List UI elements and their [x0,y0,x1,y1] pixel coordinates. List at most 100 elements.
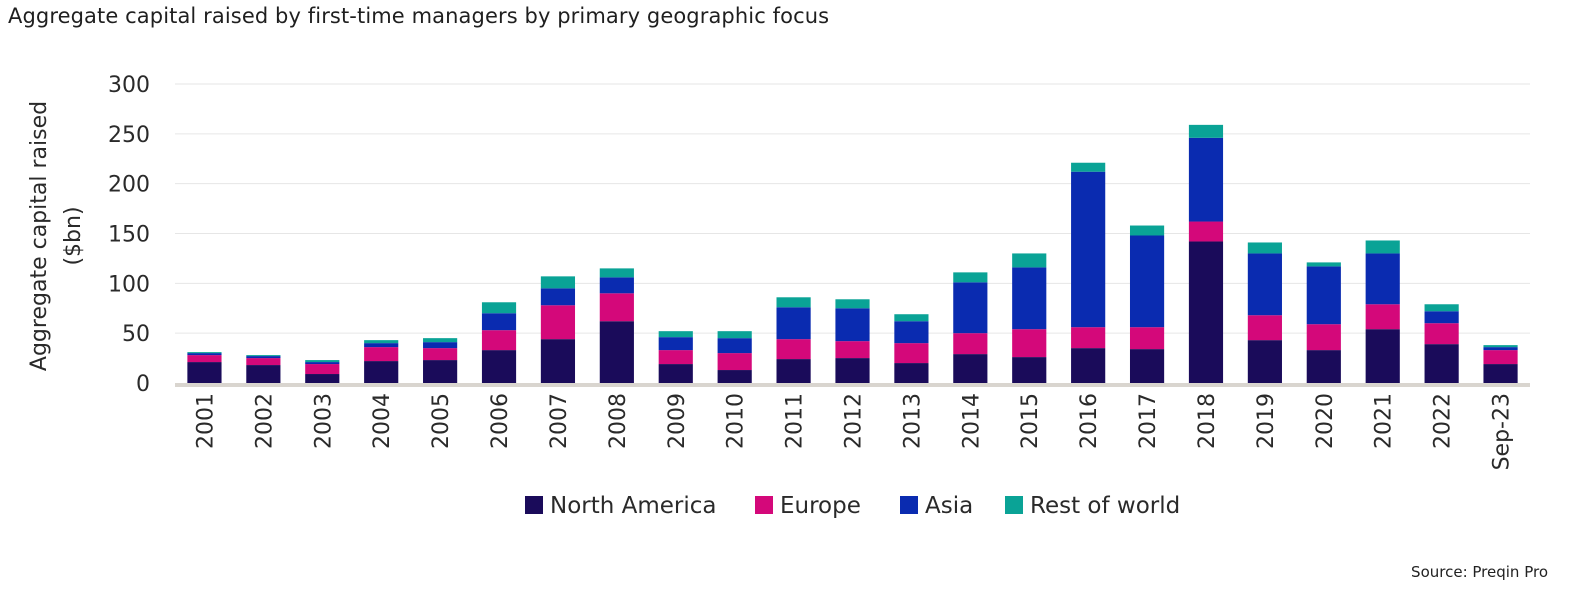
bar-2019-rest-of-world [1247,242,1282,254]
x-tick-label-2011: 2011 [783,393,808,449]
bar-2002-europe [246,358,281,366]
bar-2005-north-america [423,360,458,383]
bar-2022-north-america [1424,344,1459,383]
bar-stack-2022 [1424,304,1459,383]
bar-2008-north-america [599,321,634,383]
x-axis-line [175,383,1530,387]
bar-2014-asia [953,282,988,334]
legend: North America Europe Asia Rest of world [525,493,1180,519]
y-axis-label-line-2: ($bn) [61,206,86,265]
x-tick-label-2014: 2014 [959,393,984,449]
bar-2004-europe [364,347,399,362]
bar-stack-2010 [717,331,752,383]
bar-2011-rest-of-world [776,297,811,308]
bar-2022-rest-of-world [1424,304,1459,312]
bar-stack-2017 [1129,225,1165,383]
bar-stack-2021 [1365,240,1400,383]
x-tick-label-2005: 2005 [429,393,454,449]
bar-2007-europe [540,305,576,340]
bar-2003-north-america [305,374,340,383]
bar-2005-rest-of-world [423,338,458,343]
bar-2005-asia [423,342,458,349]
legend-item-europe: Europe [755,493,861,519]
bar-2007-asia [540,288,576,306]
bar-stack-2019 [1247,242,1282,383]
bar-2015-rest-of-world [1012,253,1047,268]
x-tick-label-2015: 2015 [1018,393,1043,449]
bar-stack-2003 [305,360,340,383]
bar-2022-asia [1424,311,1459,324]
bar-2014-europe [953,333,988,355]
bar-stack-Sep-23 [1483,345,1518,383]
x-tick-label-2006: 2006 [488,393,513,449]
bar-2018-north-america [1188,241,1224,383]
bar-2019-europe [1247,315,1282,341]
bar-2013-asia [894,321,929,344]
bar-2012-north-america [835,358,870,383]
bar-stack-2015 [1012,253,1047,383]
x-tick-label-2019: 2019 [1254,393,1279,449]
bar-stack-2012 [835,299,870,383]
bar-2001-asia [187,353,222,356]
bar-2003-asia [305,362,340,365]
bar-2006-asia [481,313,517,331]
x-tick-label-2003: 2003 [311,393,336,449]
bar-2007-north-america [540,339,576,383]
bar-2017-north-america [1129,349,1165,383]
bar-Sep-23-rest-of-world [1483,345,1518,348]
bar-2002-asia [246,356,281,359]
bar-2004-rest-of-world [364,340,399,344]
bar-2021-europe [1365,304,1400,330]
x-tick-label-2010: 2010 [724,393,749,449]
bar-stack-2016 [1071,162,1106,383]
bar-2012-asia [835,308,870,342]
bar-stack-2020 [1306,262,1341,383]
bar-Sep-23-asia [1483,347,1518,351]
y-tick-labels: 0 50 100 150 200 250 300 [108,73,150,397]
bar-2017-europe [1129,327,1165,350]
y-tick-label-250: 250 [108,123,150,148]
legend-swatch-europe [755,496,773,514]
bar-2011-asia [776,307,811,340]
bar-2002-rest-of-world [246,355,281,357]
bar-stacks [187,124,1518,383]
x-tick-label-2016: 2016 [1077,393,1102,449]
x-tick-label-2004: 2004 [370,393,395,449]
bar-2006-north-america [481,350,517,383]
bar-2013-north-america [894,363,929,383]
bar-2010-europe [717,353,752,371]
y-axis-label: Aggregate capital raised ($bn) [27,101,86,371]
bar-2001-rest-of-world [187,352,222,354]
y-tick-label-0: 0 [136,372,150,397]
y-tick-label-100: 100 [108,272,150,297]
bar-stack-2011 [776,297,811,383]
bar-stack-2006 [481,302,517,383]
bar-2012-europe [835,341,870,359]
bar-2007-rest-of-world [540,276,576,289]
bar-2006-europe [481,330,517,351]
source-note: Source: Preqin Pro [1411,563,1548,581]
bar-stack-2002 [246,355,281,383]
y-axis-label-line-1: Aggregate capital raised [27,101,52,371]
bar-2015-europe [1012,329,1047,358]
bar-2018-asia [1188,137,1224,222]
x-tick-label-2012: 2012 [842,393,867,449]
x-tick-label-2017: 2017 [1136,393,1161,449]
bar-stack-2018 [1188,124,1224,383]
bar-2020-rest-of-world [1306,262,1341,267]
bar-Sep-23-north-america [1483,364,1518,383]
bar-2016-rest-of-world [1071,162,1106,172]
bar-2001-europe [187,355,222,363]
bar-stack-2001 [187,352,222,383]
x-tick-label-2001: 2001 [193,393,218,449]
legend-item-asia: Asia [900,493,973,519]
bar-stack-2013 [894,314,929,383]
bar-stack-2005 [423,338,458,383]
legend-swatch-rest-of-world [1005,496,1023,514]
bar-2013-europe [894,343,929,364]
bar-2011-europe [776,339,811,360]
bar-2013-rest-of-world [894,314,929,322]
bar-2008-europe [599,293,634,322]
legend-label-north-america: North America [550,493,717,519]
bar-2006-rest-of-world [481,302,517,314]
